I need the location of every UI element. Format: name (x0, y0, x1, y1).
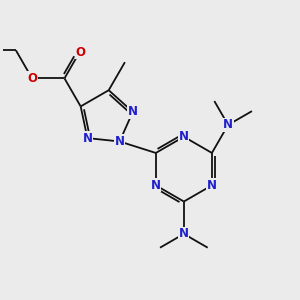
Text: N: N (82, 132, 92, 145)
Text: O: O (27, 72, 37, 85)
Text: N: N (151, 179, 161, 192)
Text: N: N (223, 118, 233, 131)
Text: N: N (128, 105, 138, 119)
Text: O: O (76, 46, 85, 59)
Text: N: N (115, 135, 124, 148)
Text: N: N (179, 227, 189, 240)
Text: N: N (179, 130, 189, 143)
Text: N: N (207, 179, 217, 192)
